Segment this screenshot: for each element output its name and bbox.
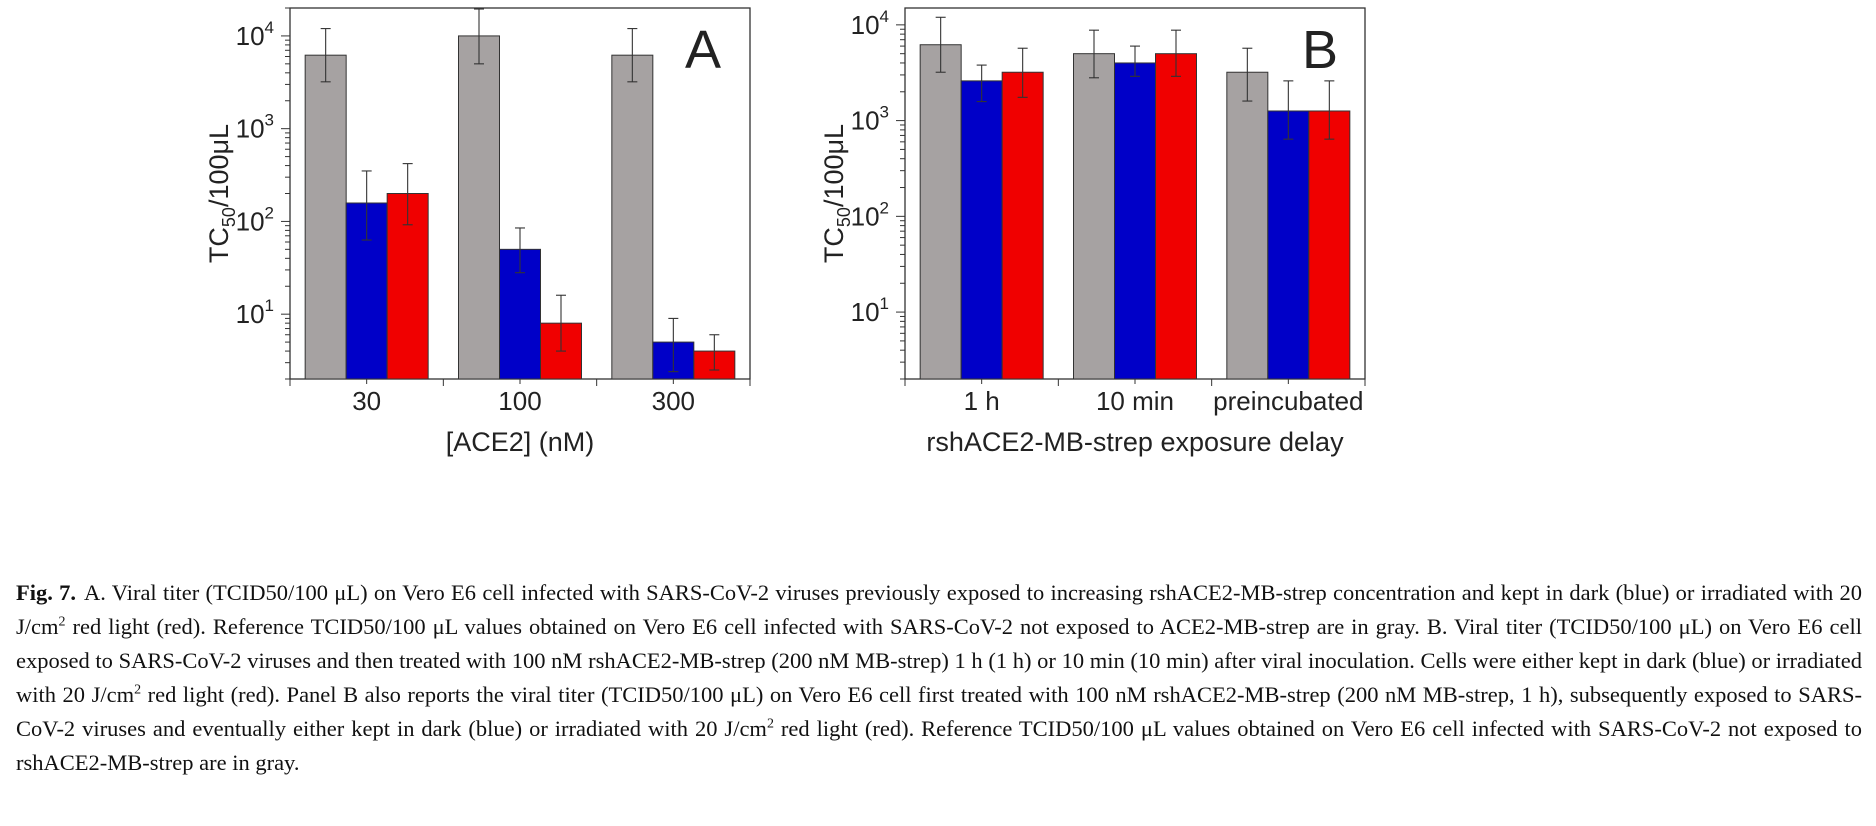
y-tick-exponent: 2: [265, 203, 274, 222]
y-title-tail: /100μL: [819, 124, 849, 207]
y-tick-base: 10: [851, 106, 880, 136]
figure-charts: 101 102 103 104 30 100 300 [ACE2] (nM) TC50/100μ…: [204, 7, 1366, 457]
caption-text: red light (red). Reference TCID50/100 μL…: [16, 614, 1862, 707]
y-tick-base: 10: [236, 21, 265, 51]
y-tick-label: 102: [236, 203, 274, 236]
y-title-main: TC: [819, 227, 849, 263]
bar: [458, 35, 500, 380]
y-axis-title: TC50/100μL: [819, 124, 854, 263]
bar: [1308, 110, 1351, 380]
y-title-main: TC: [204, 227, 234, 263]
y-tick-label: 103: [851, 103, 889, 136]
y-tick-base: 10: [851, 297, 880, 327]
y-tick-label: 101: [851, 294, 889, 327]
y-tick-base: 10: [236, 114, 265, 144]
y-tick-base: 10: [236, 299, 265, 329]
y-tick-label: 104: [851, 7, 889, 40]
bar: [1267, 110, 1310, 380]
caption-text: A. Viral titer (TCID50/100 μL) on Vero E…: [16, 580, 1863, 639]
y-tick-label: 101: [236, 296, 274, 329]
y-tick-base: 10: [851, 201, 880, 231]
caption-text: red light (red). Reference TCID50/100 μL…: [16, 716, 1862, 775]
y-tick-exponent: 1: [265, 296, 274, 315]
y-tick-label: 104: [236, 18, 274, 51]
caption-text: red light (red). Panel B also reports th…: [16, 682, 1862, 741]
y-axis-title: TC50/100μL: [204, 124, 239, 263]
y-tick-base: 10: [236, 206, 265, 236]
caption-body: A. Viral titer (TCID50/100 μL) on Vero E…: [16, 580, 1862, 775]
x-tick-label: 100: [498, 386, 541, 416]
bar: [919, 44, 962, 380]
bar: [1073, 53, 1115, 380]
caption-label: Fig. 7.: [16, 580, 77, 605]
caption-superscript: 2: [58, 614, 66, 630]
y-title-subscript: 50: [834, 207, 854, 227]
x-axis-title: rshACE2-MB-strep exposure delay: [926, 427, 1344, 457]
y-tick-exponent: 2: [880, 198, 889, 217]
x-tick-label: 30: [352, 386, 381, 416]
y-tick-label: 103: [236, 111, 274, 144]
y-tick-exponent: 3: [265, 111, 274, 130]
y-tick-exponent: 4: [265, 18, 274, 37]
x-axis-title: [ACE2] (nM): [446, 427, 595, 457]
caption-superscript: 2: [766, 716, 774, 732]
bar: [611, 54, 654, 380]
y-title-tail: /100μL: [204, 124, 234, 207]
y-tick-base: 10: [851, 10, 880, 40]
figure-caption: Fig. 7. A. Viral titer (TCID50/100 μL) on…: [16, 576, 1862, 780]
y-title-subscript: 50: [219, 207, 239, 227]
bar: [1226, 71, 1269, 380]
y-tick-exponent: 3: [880, 103, 889, 122]
bar: [1001, 71, 1044, 380]
x-tick-label: preincubated: [1213, 386, 1363, 416]
bar: [304, 54, 347, 380]
x-tick-label: 1 h: [964, 386, 1000, 416]
y-tick-exponent: 1: [880, 294, 889, 313]
x-tick-label: 300: [652, 386, 695, 416]
x-tick-label: 10 min: [1096, 386, 1174, 416]
caption-superscript: 2: [134, 682, 142, 698]
panel-label: A: [685, 20, 721, 80]
bar: [1114, 62, 1156, 380]
bar: [1155, 53, 1197, 380]
panel-label: B: [1302, 20, 1338, 80]
y-tick-exponent: 4: [880, 7, 889, 26]
bar: [960, 80, 1003, 380]
y-tick-label: 102: [851, 198, 889, 231]
